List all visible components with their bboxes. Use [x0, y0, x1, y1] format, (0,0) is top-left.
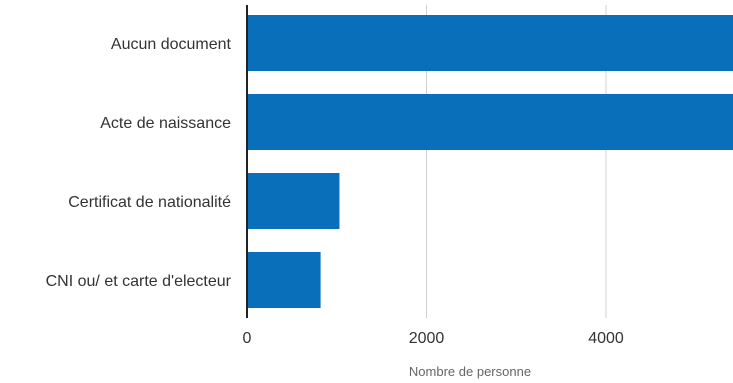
category-labels: Aucun document Acte de naissance Certifica… — [46, 36, 232, 290]
category-label: Acte de naissance — [100, 115, 231, 132]
bar-4 — [247, 252, 321, 308]
category-label: CNI ou/ et carte d'electeur — [46, 273, 232, 290]
x-tick-label: 4000 — [588, 330, 624, 347]
bar-1 — [247, 15, 733, 71]
x-tick-label: 0 — [243, 330, 252, 347]
tick-labels: 0200040006000800010000 — [243, 330, 733, 347]
bar-3 — [247, 173, 339, 229]
x-tick-label: 2000 — [409, 330, 445, 347]
bar-layer — [247, 15, 733, 308]
bar-2 — [247, 94, 733, 150]
x-axis-title: Nombre de personne — [409, 364, 531, 379]
category-label: Aucun document — [111, 36, 232, 53]
category-label: Certificat de nationalité — [68, 194, 231, 211]
